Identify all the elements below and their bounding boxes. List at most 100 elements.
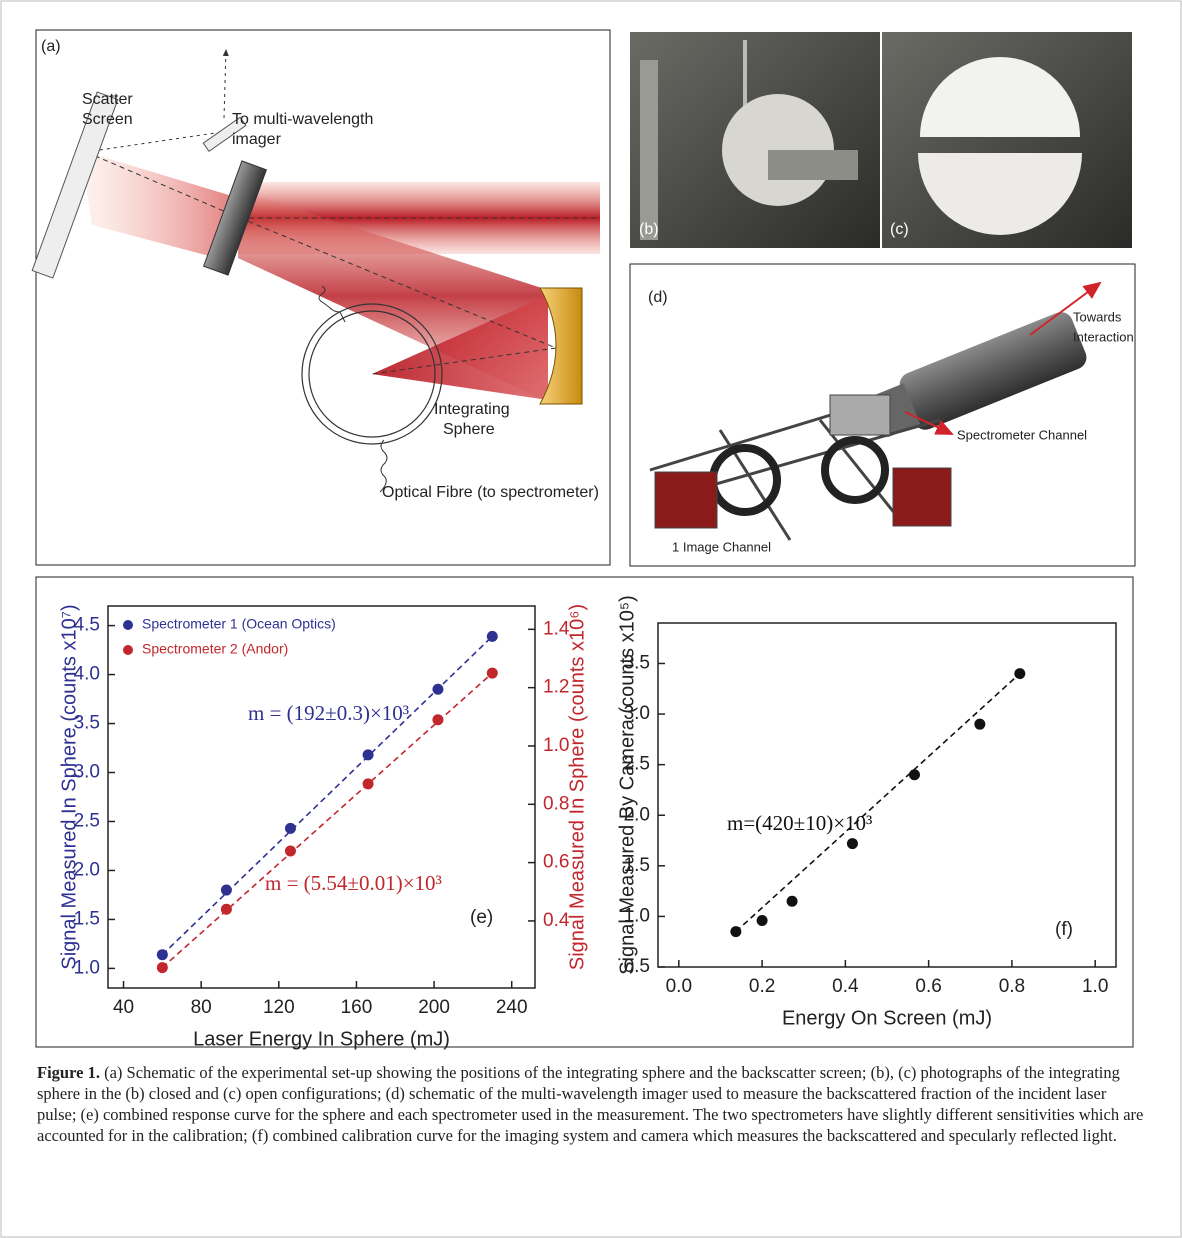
- y2-axis-title: Signal Measured In Sphere (counts x10⁶): [566, 604, 588, 970]
- panel-label: (c): [890, 221, 909, 238]
- x-tick-label: 80: [191, 997, 212, 1018]
- point: [284, 845, 296, 857]
- y-tick-label: 3.0: [74, 762, 100, 783]
- sphere-inner: [308, 310, 436, 438]
- label: Integrating: [434, 401, 510, 418]
- label: Towards: [1073, 309, 1122, 324]
- camera: [654, 471, 718, 529]
- y-tick-label: 0.5: [624, 956, 650, 977]
- label: Optical Fibre (to spectrometer): [382, 484, 599, 501]
- legend-marker: [123, 620, 133, 630]
- x-tick-label: 0.2: [749, 976, 775, 997]
- y-tick-label: 2.0: [624, 804, 650, 825]
- photo-detail: [768, 150, 858, 180]
- x-tick-label: 40: [113, 997, 134, 1018]
- label: Spectrometer Channel: [957, 427, 1087, 442]
- beamsplitter-cube: [829, 394, 891, 436]
- point: [974, 718, 986, 730]
- y-axis-title: Signal Measured By Camera (counts x10⁵): [616, 595, 638, 975]
- x-tick-label: 240: [496, 997, 528, 1018]
- y-tick-label: 2.5: [624, 754, 650, 775]
- beam-axis: [222, 49, 229, 119]
- point: [432, 714, 444, 726]
- lens-mount: [821, 436, 889, 504]
- y2-tick-label: 1.2: [543, 677, 569, 698]
- scatter-beam: [80, 150, 232, 262]
- y-tick-label: 1.5: [624, 855, 650, 876]
- chart-box: [35, 576, 1134, 1048]
- x-axis-title: Laser Energy In Sphere (mJ): [193, 1028, 450, 1050]
- label: Interaction: [1073, 329, 1134, 344]
- point: [486, 630, 498, 642]
- annotation: m=(420±10)×10³: [727, 811, 872, 835]
- beam-axis: [371, 347, 557, 375]
- point: [284, 822, 296, 834]
- x-tick-label: 0.4: [832, 976, 859, 997]
- fit-line: [161, 672, 493, 969]
- x-tick-label: 0.0: [666, 976, 692, 997]
- y-tick-label: 3.5: [624, 652, 650, 673]
- focused-cone: [372, 295, 548, 400]
- x-tick-label: 200: [418, 997, 450, 1018]
- annotation: m = (192±0.3)×10³: [248, 701, 409, 725]
- label: 1 Image Channel: [672, 539, 771, 554]
- photo-detail: [640, 60, 658, 240]
- caption: Figure 1. (a) Schematic of the experimen…: [37, 1062, 1149, 1146]
- camera: [892, 467, 952, 527]
- panel-d: (d) Towards Interaction Spectrometer Cha…: [629, 263, 1136, 567]
- point: [908, 769, 920, 781]
- point: [362, 749, 374, 761]
- label: To multi-wavelength: [232, 111, 373, 128]
- arrow: [904, 411, 954, 435]
- label: Screen: [82, 111, 133, 128]
- y2-tick-label: 1.4: [543, 618, 570, 639]
- point: [362, 778, 374, 790]
- y2-tick-label: 0.4: [543, 910, 570, 931]
- beam-axis: [239, 217, 557, 349]
- legend-marker: [123, 645, 133, 655]
- sphere-outer: [301, 303, 443, 445]
- caption-text: (a) Schematic of the experimental set-up…: [37, 1063, 1144, 1145]
- y2-tick-label: 1.0: [543, 735, 569, 756]
- y2-tick-label: 0.6: [543, 852, 569, 873]
- point: [156, 962, 168, 974]
- point: [156, 949, 168, 961]
- fit-line: [161, 635, 493, 956]
- y-tick-label: 4.0: [74, 664, 100, 685]
- y2-tick-label: 0.8: [543, 793, 569, 814]
- annotation: m = (5.54±0.01)×10³: [265, 871, 442, 895]
- scatter-screen: [31, 91, 119, 279]
- x-tick-label: 1.0: [1082, 976, 1108, 997]
- y-tick-label: 1.0: [74, 957, 100, 978]
- label: Scatter: [82, 91, 133, 108]
- point: [432, 683, 444, 695]
- fibre: [318, 285, 346, 323]
- y-tick-label: 3.0: [624, 703, 650, 724]
- y-tick-label: 2.0: [74, 859, 100, 880]
- point: [756, 914, 768, 926]
- point: [730, 926, 742, 938]
- concave-mirror: [539, 287, 583, 405]
- panel-label: (d): [648, 289, 668, 306]
- imager-pickoff: [202, 116, 247, 152]
- y-tick-label: 1.0: [624, 905, 650, 926]
- x-tick-label: 0.8: [999, 976, 1025, 997]
- y-tick-label: 1.5: [74, 908, 100, 929]
- y-tick-label: 4.5: [74, 615, 100, 636]
- legend-label: Spectrometer 1 (Ocean Optics): [142, 616, 336, 632]
- beam-axis: [85, 151, 241, 219]
- plot-frame: [657, 622, 1117, 968]
- label: imager: [232, 131, 282, 148]
- hemisphere-top: [920, 57, 1080, 137]
- x-tick-label: 120: [263, 997, 295, 1018]
- point: [220, 884, 232, 896]
- point: [486, 667, 498, 679]
- panel-a: (a) Scatter Screen To multi-wavelength i…: [31, 29, 611, 566]
- point: [786, 895, 798, 907]
- label: Sphere: [443, 421, 495, 438]
- point: [220, 903, 232, 915]
- y-tick-label: 2.5: [74, 811, 100, 832]
